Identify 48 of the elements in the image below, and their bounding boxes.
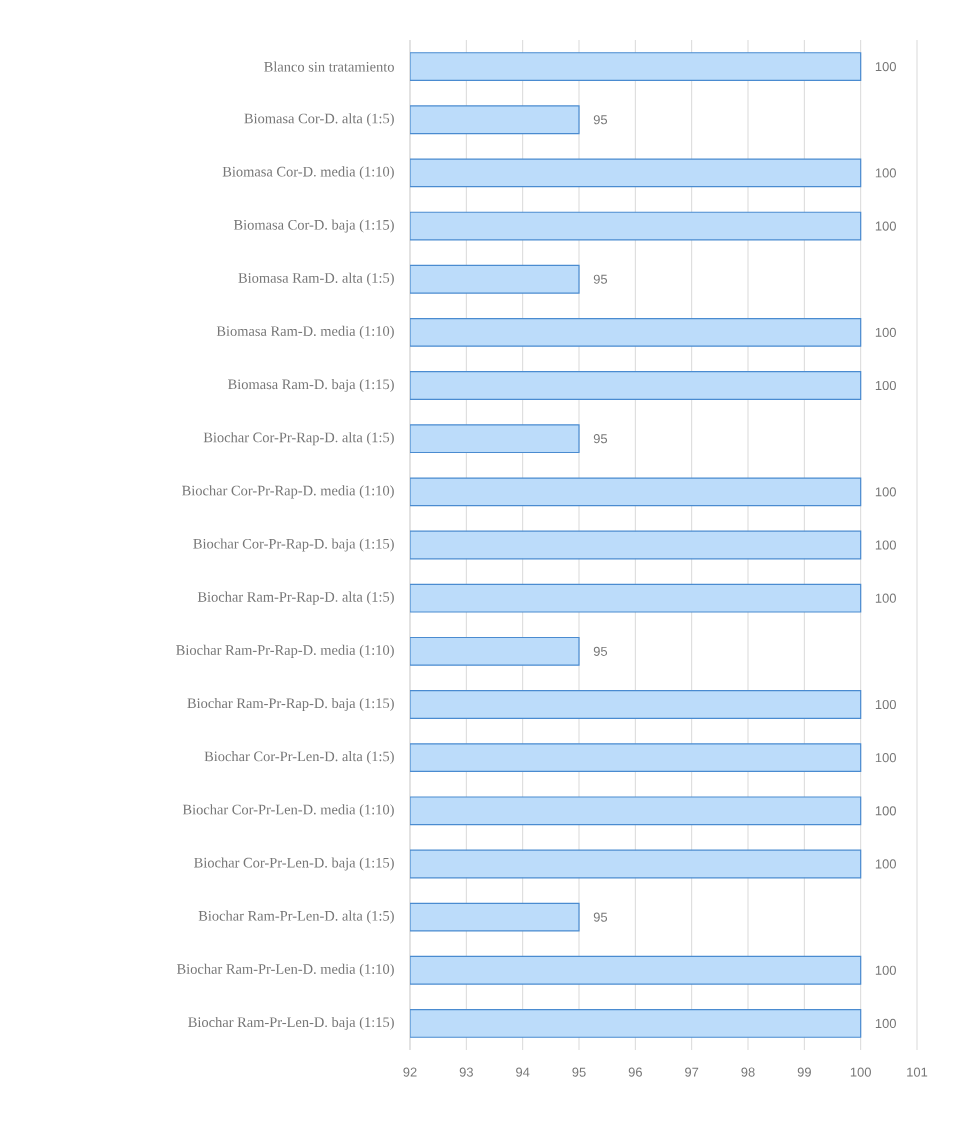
y-tick-label: Biochar Cor-Pr-Rap-D. alta (1:5)	[203, 432, 394, 446]
data-label: 100	[875, 593, 896, 603]
x-tick-label: 97	[685, 1067, 699, 1077]
data-label: 100	[875, 1018, 896, 1029]
y-tick-label: Biochar Cor-Pr-Len-D. alta (1:5)	[204, 751, 394, 765]
x-tick-label: 93	[459, 1067, 473, 1077]
data-label: 100	[875, 965, 896, 975]
y-tick-label: Blanco sin tratamiento	[264, 61, 394, 72]
y-tick-label: Biochar Cor-Pr-Rap-D. baja (1:15)	[193, 538, 394, 552]
data-label: 100	[875, 168, 896, 178]
y-tick-label: Biomasa Cor-D. media (1:10)	[222, 166, 394, 180]
data-label: 95	[593, 912, 608, 922]
data-label: 100	[875, 221, 896, 231]
data-label: 95	[593, 434, 608, 444]
data-label: 100	[875, 487, 896, 497]
x-tick-label: 92	[403, 1067, 417, 1077]
x-tick-label: 94	[516, 1067, 530, 1077]
data-label: 100	[875, 62, 896, 72]
data-label: 95	[593, 646, 608, 656]
data-label: 100	[875, 380, 896, 391]
data-label: 100	[875, 859, 896, 869]
y-tick-label: Biomasa Ram-D. media (1:10)	[216, 325, 394, 339]
x-tick-label: 99	[797, 1067, 811, 1077]
y-tick-label: Biochar Ram-Pr-Rap-D. baja (1:15)	[187, 697, 394, 712]
x-tick-label: 95	[572, 1067, 586, 1077]
data-label: 100	[875, 806, 896, 816]
data-label: 100	[875, 753, 896, 763]
y-tick-label: Biomasa Cor-D. alta (1:5)	[244, 113, 394, 127]
y-tick-label: Biochar Cor-Pr-Len-D. media (1:10)	[182, 804, 394, 818]
y-tick-label: Biochar Ram-Pr-Len-D. alta (1:5)	[198, 910, 394, 924]
x-tick-label: 98	[741, 1067, 755, 1077]
x-tick-label: 96	[628, 1067, 642, 1077]
data-label: 95	[593, 115, 608, 125]
y-tick-label: Biochar Cor-Pr-Len-D. baja (1:15)	[194, 857, 394, 871]
y-tick-label: Biochar Ram-Pr-Len-D. baja (1:15)	[188, 1016, 394, 1030]
x-tick-label: 100	[850, 1067, 871, 1077]
data-label: 100	[875, 327, 896, 337]
y-tick-label: Biochar Ram-Pr-Rap-D. alta (1:5)	[197, 591, 394, 605]
data-label: 100	[875, 540, 896, 550]
y-tick-label: Biomasa Ram-D. alta (1:5)	[238, 272, 394, 286]
x-tick-label: 101	[907, 1067, 928, 1077]
y-tick-label: Biomasa Ram-D. baja (1:15)	[228, 378, 394, 393]
y-tick-label: Biomasa Cor-D. baja (1:15)	[233, 219, 394, 233]
y-tick-label: Biochar Cor-Pr-Rap-D. media (1:10)	[182, 485, 394, 499]
y-tick-label: Biochar Ram-Pr-Len-D. media (1:10)	[176, 963, 394, 977]
data-label: 95	[593, 274, 608, 284]
y-tick-label: Biochar Ram-Pr-Rap-D. media (1:10)	[176, 644, 394, 658]
data-label: 100	[875, 699, 896, 710]
